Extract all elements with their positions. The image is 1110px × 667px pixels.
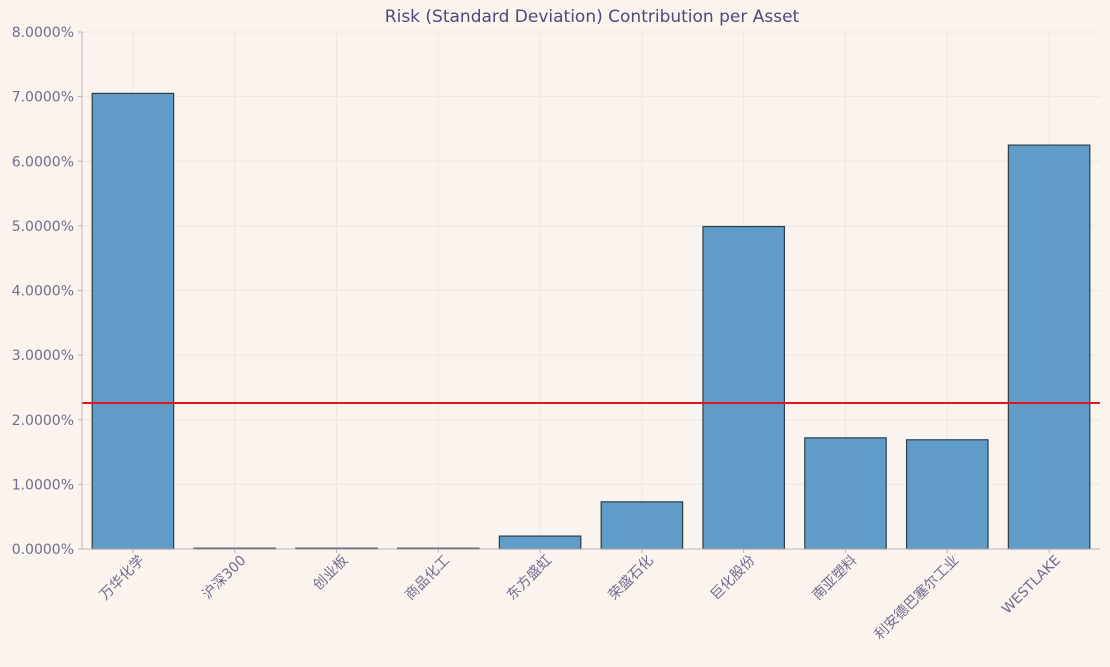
y-tick-label: 3.0000% xyxy=(12,348,74,364)
bar xyxy=(498,535,582,550)
grid xyxy=(82,31,1100,550)
bars xyxy=(91,92,1091,550)
y-tick-label: 7.0000% xyxy=(12,90,74,106)
bar xyxy=(702,225,786,550)
x-tick-label: 沪深300 xyxy=(200,553,250,603)
y-tick-label: 2.0000% xyxy=(12,413,74,429)
bar xyxy=(1007,144,1091,550)
y-tick-label: 6.0000% xyxy=(12,154,74,170)
bar xyxy=(905,439,989,550)
x-tick-label: 荣盛石化 xyxy=(606,553,657,604)
x-tick-label: 万华化学 xyxy=(97,553,148,604)
chart-title: Risk (Standard Deviation) Contribution p… xyxy=(385,7,800,27)
y-tick-label: 1.0000% xyxy=(12,477,74,493)
axes xyxy=(78,31,1100,553)
bar xyxy=(91,92,175,550)
x-tick-label: 利安德巴塞尔工业 xyxy=(871,552,962,643)
x-tick-label: 创业板 xyxy=(310,553,351,594)
x-tick-label: 巨化股份 xyxy=(708,553,759,604)
y-tick-label: 8.0000% xyxy=(12,25,74,41)
y-tick-label: 0.0000% xyxy=(12,542,74,558)
x-tick-label: 南亚塑料 xyxy=(809,553,860,604)
bar xyxy=(804,437,887,550)
y-tick-label: 4.0000% xyxy=(12,284,74,300)
x-tick-label: WESTLAKE xyxy=(999,553,1064,618)
x-tick-label: 商品化工 xyxy=(402,553,453,604)
y-tick-label: 5.0000% xyxy=(12,219,74,235)
x-tick-label: 东方盛虹 xyxy=(504,553,555,604)
bar xyxy=(600,501,684,550)
